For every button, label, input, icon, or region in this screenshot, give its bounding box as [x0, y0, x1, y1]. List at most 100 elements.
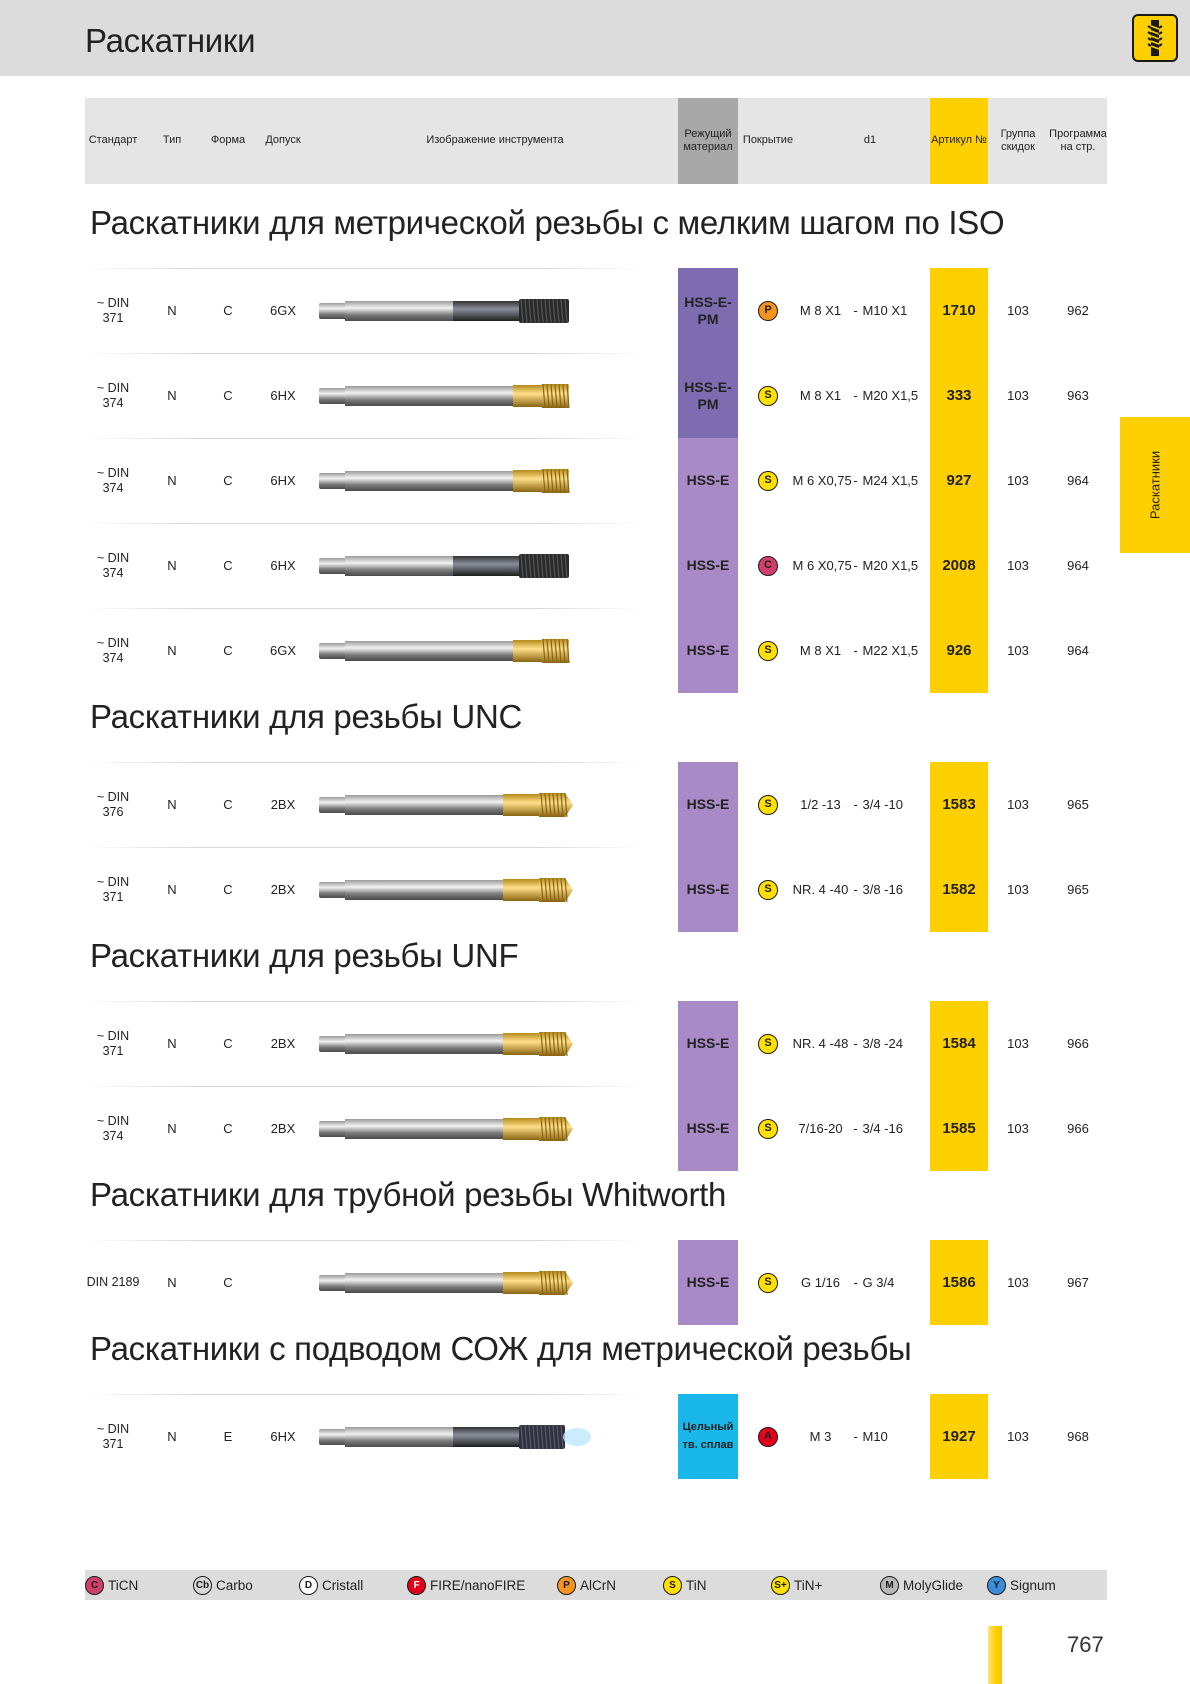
d1-cell: 7/16-20-3/4 -16 [798, 1120, 903, 1136]
row-separator [85, 608, 645, 609]
tolerance-cell [255, 1240, 311, 1325]
tolerance-cell: 6GX [269, 302, 296, 318]
coating-icon: S [758, 470, 778, 491]
standard-cell: ~ DIN 374 [96, 635, 130, 665]
legend-item: S TiN [663, 1575, 707, 1595]
coating-icon: S [758, 1272, 778, 1293]
article-cell[interactable]: 927 [930, 438, 988, 523]
header-form: Форма [210, 134, 246, 147]
d1-cell: NR. 4 -48-3/8 -24 [792, 1035, 903, 1051]
d1-cell: M 6 X0,75- M24 X1,5 [792, 472, 919, 488]
row-separator [85, 523, 645, 524]
tolerance-cell: 2BX [270, 1120, 296, 1136]
program-page-cell[interactable]: 966 [1067, 1120, 1089, 1136]
coating-icon: C [758, 555, 778, 576]
article-cell[interactable]: 1583 [930, 762, 988, 847]
material-cell: HSS-E [678, 762, 738, 847]
section-title: Раскатники для резьбы UNC [90, 698, 523, 735]
program-page-cell[interactable]: 967 [1067, 1274, 1089, 1290]
standard-cell: ~ DIN 374 [96, 465, 130, 495]
table-row: ~ DIN 374 N C 2BX HSS-E S 7/16-20-3/4 -16 1585 1… [85, 1086, 1107, 1171]
article-cell[interactable]: 1586 [930, 1240, 988, 1325]
coating-cell: C [738, 523, 798, 608]
coating-legend-icon: D [299, 1575, 318, 1595]
header-coating: Покрытие [742, 134, 794, 147]
coating-legend-icon: Cb [193, 1575, 212, 1595]
tolerance-cell: 2BX [270, 881, 296, 897]
standard-cell: ~ DIN 374 [96, 380, 130, 410]
d1-cell: M 8 X1- M20 X1,5 [799, 387, 919, 403]
material-cell: HSS-E [678, 1086, 738, 1171]
article-cell[interactable]: 1710 [930, 268, 988, 353]
legend-label: TiN [686, 1577, 707, 1593]
form-cell: C [223, 472, 233, 488]
tool-image [319, 875, 595, 910]
header-material: Режущий материал [678, 98, 738, 184]
table-row: ~ DIN 374 N C 6HX HSS-E S M 6 X0,75- M24 X1,5 92… [85, 438, 1107, 523]
legend-label: AlCrN [580, 1577, 616, 1593]
tap-logo-icon [1132, 14, 1178, 62]
page-number: 767 [1067, 1632, 1104, 1657]
legend-item: C TiCN [85, 1575, 138, 1595]
tolerance-cell: 6HX [270, 387, 296, 403]
tool-image [319, 636, 595, 671]
article-cell[interactable]: 1927 [930, 1394, 988, 1479]
form-cell: C [223, 1120, 233, 1136]
d1-cell: M 8 X1- M22 X1,5 [799, 642, 919, 658]
header-discount: Группа скидок [1000, 127, 1036, 153]
program-page-cell[interactable]: 964 [1067, 557, 1089, 573]
article-cell[interactable]: 926 [930, 608, 988, 693]
tool-image [319, 466, 595, 501]
legend-label: Signum [1010, 1577, 1056, 1593]
form-cell: C [223, 387, 233, 403]
form-cell: C [223, 302, 233, 318]
tool-image [319, 1114, 595, 1149]
tool-image [319, 296, 595, 331]
standard-cell: ~ DIN 376 [96, 789, 130, 819]
program-page-cell[interactable]: 965 [1067, 796, 1089, 812]
program-page-cell[interactable]: 962 [1067, 302, 1089, 318]
top-bar [0, 0, 1190, 76]
article-cell[interactable]: 333 [930, 353, 988, 438]
row-separator [85, 1394, 645, 1395]
d1-cell: M 8 X1- M10 X1 [799, 302, 908, 318]
discount-cell: 103 [1007, 1035, 1029, 1051]
tolerance-cell: 6GX [269, 642, 296, 658]
program-page-cell[interactable]: 963 [1067, 387, 1089, 403]
header-tolerance: Допуск [265, 134, 301, 147]
program-page-cell[interactable]: 966 [1067, 1035, 1089, 1051]
material-cell: HSS-E [678, 1240, 738, 1325]
row-separator [85, 1086, 645, 1087]
material-cell: HSS-E [678, 608, 738, 693]
header-type: Тип [162, 134, 182, 147]
program-page-cell[interactable]: 964 [1067, 642, 1089, 658]
tool-image [319, 790, 595, 825]
d1-cell: G 1/16- G 3/4 [800, 1274, 895, 1290]
article-cell[interactable]: 2008 [930, 523, 988, 608]
program-page-cell[interactable]: 968 [1067, 1428, 1089, 1444]
coating-cell: S [738, 353, 798, 438]
page-title: Раскатники [85, 22, 256, 59]
row-separator [85, 353, 645, 354]
article-cell[interactable]: 1584 [930, 1001, 988, 1086]
tool-image [319, 551, 595, 586]
table-row: DIN 2189 N C HSS-E S G 1/16- G 3/4 1586 103 967 [85, 1240, 1107, 1325]
d1-cell: NR. 4 -40-3/8 -16 [792, 881, 903, 897]
material-cell: HSS-E-PM [678, 268, 738, 353]
discount-cell: 103 [1007, 796, 1029, 812]
article-cell[interactable]: 1582 [930, 847, 988, 932]
type-cell: N [167, 1274, 177, 1290]
row-separator [85, 1240, 645, 1241]
discount-cell: 103 [1007, 642, 1029, 658]
section-title: Раскатники для резьбы UNF [90, 937, 519, 974]
table-row: ~ DIN 374 N C 6HX HSS-E-PM S M 8 X1- M20 X1,5 33… [85, 353, 1107, 438]
program-page-cell[interactable]: 965 [1067, 881, 1089, 897]
coating-legend-icon: P [557, 1575, 576, 1595]
discount-cell: 103 [1007, 302, 1029, 318]
form-cell: C [223, 1274, 233, 1290]
article-cell[interactable]: 1585 [930, 1086, 988, 1171]
tool-image [319, 1422, 595, 1457]
coating-cell: P [738, 268, 798, 353]
d1-cell: M 6 X0,75- M20 X1,5 [792, 557, 919, 573]
program-page-cell[interactable]: 964 [1067, 472, 1089, 488]
